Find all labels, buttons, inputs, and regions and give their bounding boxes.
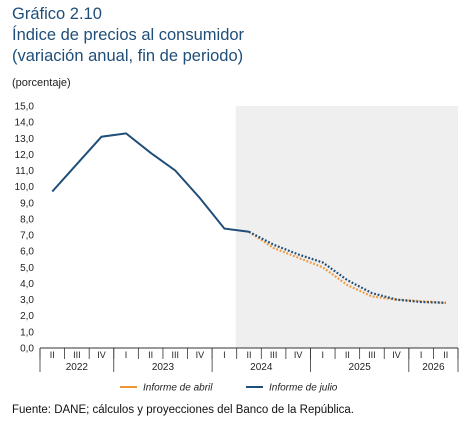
y-tick-label: 9,0: [20, 198, 34, 209]
y-tick-label: 13,0: [15, 134, 35, 145]
y-tick-label: 8,0: [20, 214, 34, 225]
y-tick-label: 6,0: [20, 247, 34, 258]
source-note: Fuente: DANE; cálculos y proyecciones de…: [12, 404, 354, 416]
chart-title: Índice de precios al consumidor: [12, 26, 245, 44]
x-quarter-label: IV: [97, 350, 106, 360]
x-quarter-label: III: [73, 350, 81, 360]
y-tick-label: 10,0: [15, 182, 35, 193]
x-quarter-label: III: [270, 350, 278, 360]
x-quarter-label: II: [50, 350, 55, 360]
forecast-shade: [235, 106, 458, 348]
y-tick-label: 7,0: [20, 231, 34, 242]
legend-label-julio: Informe de julio: [269, 383, 338, 394]
x-quarter-label: II: [443, 350, 448, 360]
x-quarter-label: III: [171, 350, 179, 360]
figure-number: Gráfico 2.10: [12, 5, 102, 23]
x-quarter-label: IV: [294, 350, 303, 360]
chart-title-block: Gráfico 2.10 Índice de precios al consum…: [12, 4, 244, 67]
series-line-abril: [248, 230, 446, 304]
x-quarter-label: III: [368, 350, 376, 360]
x-year-label: 2023: [152, 362, 175, 373]
series-line-julio: [248, 230, 446, 304]
chart-subtitle: (variación anual, fin de periodo): [12, 47, 244, 65]
x-year-label: 2022: [66, 362, 89, 373]
y-tick-label: 5,0: [20, 263, 34, 274]
x-year-label: 2025: [349, 362, 372, 373]
y-axis-unit-label: (porcentaje): [12, 77, 71, 89]
legend-label-abril: Informe de abril: [143, 383, 213, 394]
x-quarter-label: II: [246, 350, 251, 360]
x-year-label: 2026: [422, 362, 445, 373]
x-year-label: 2024: [250, 362, 273, 373]
y-tick-label: 2,0: [20, 311, 34, 322]
y-tick-label: 0,0: [20, 344, 34, 355]
x-quarter-label: IV: [392, 350, 401, 360]
x-quarter-label: IV: [196, 350, 205, 360]
x-quarter-label: I: [125, 350, 128, 360]
y-tick-label: 15,0: [15, 102, 35, 113]
x-quarter-label: I: [322, 350, 325, 360]
x-quarter-label: II: [345, 350, 350, 360]
y-tick-label: 3,0: [20, 295, 34, 306]
line-chart: 0,0 1,0 2,0 3,0 4,0 5,0 6,0 7,0 8,0 9,0 10,0 11,0 12…: [15, 102, 459, 394]
x-quarter-label: I: [223, 350, 226, 360]
y-tick-label: 4,0: [20, 279, 34, 290]
y-tick-label: 14,0: [15, 118, 35, 129]
series-line-observed: [51, 132, 250, 233]
y-tick-label: 12,0: [15, 150, 35, 161]
x-quarter-label: II: [148, 350, 153, 360]
y-tick-label: 11,0: [15, 166, 34, 177]
x-quarter-label: I: [420, 350, 423, 360]
y-tick-label: 1,0: [20, 327, 34, 338]
